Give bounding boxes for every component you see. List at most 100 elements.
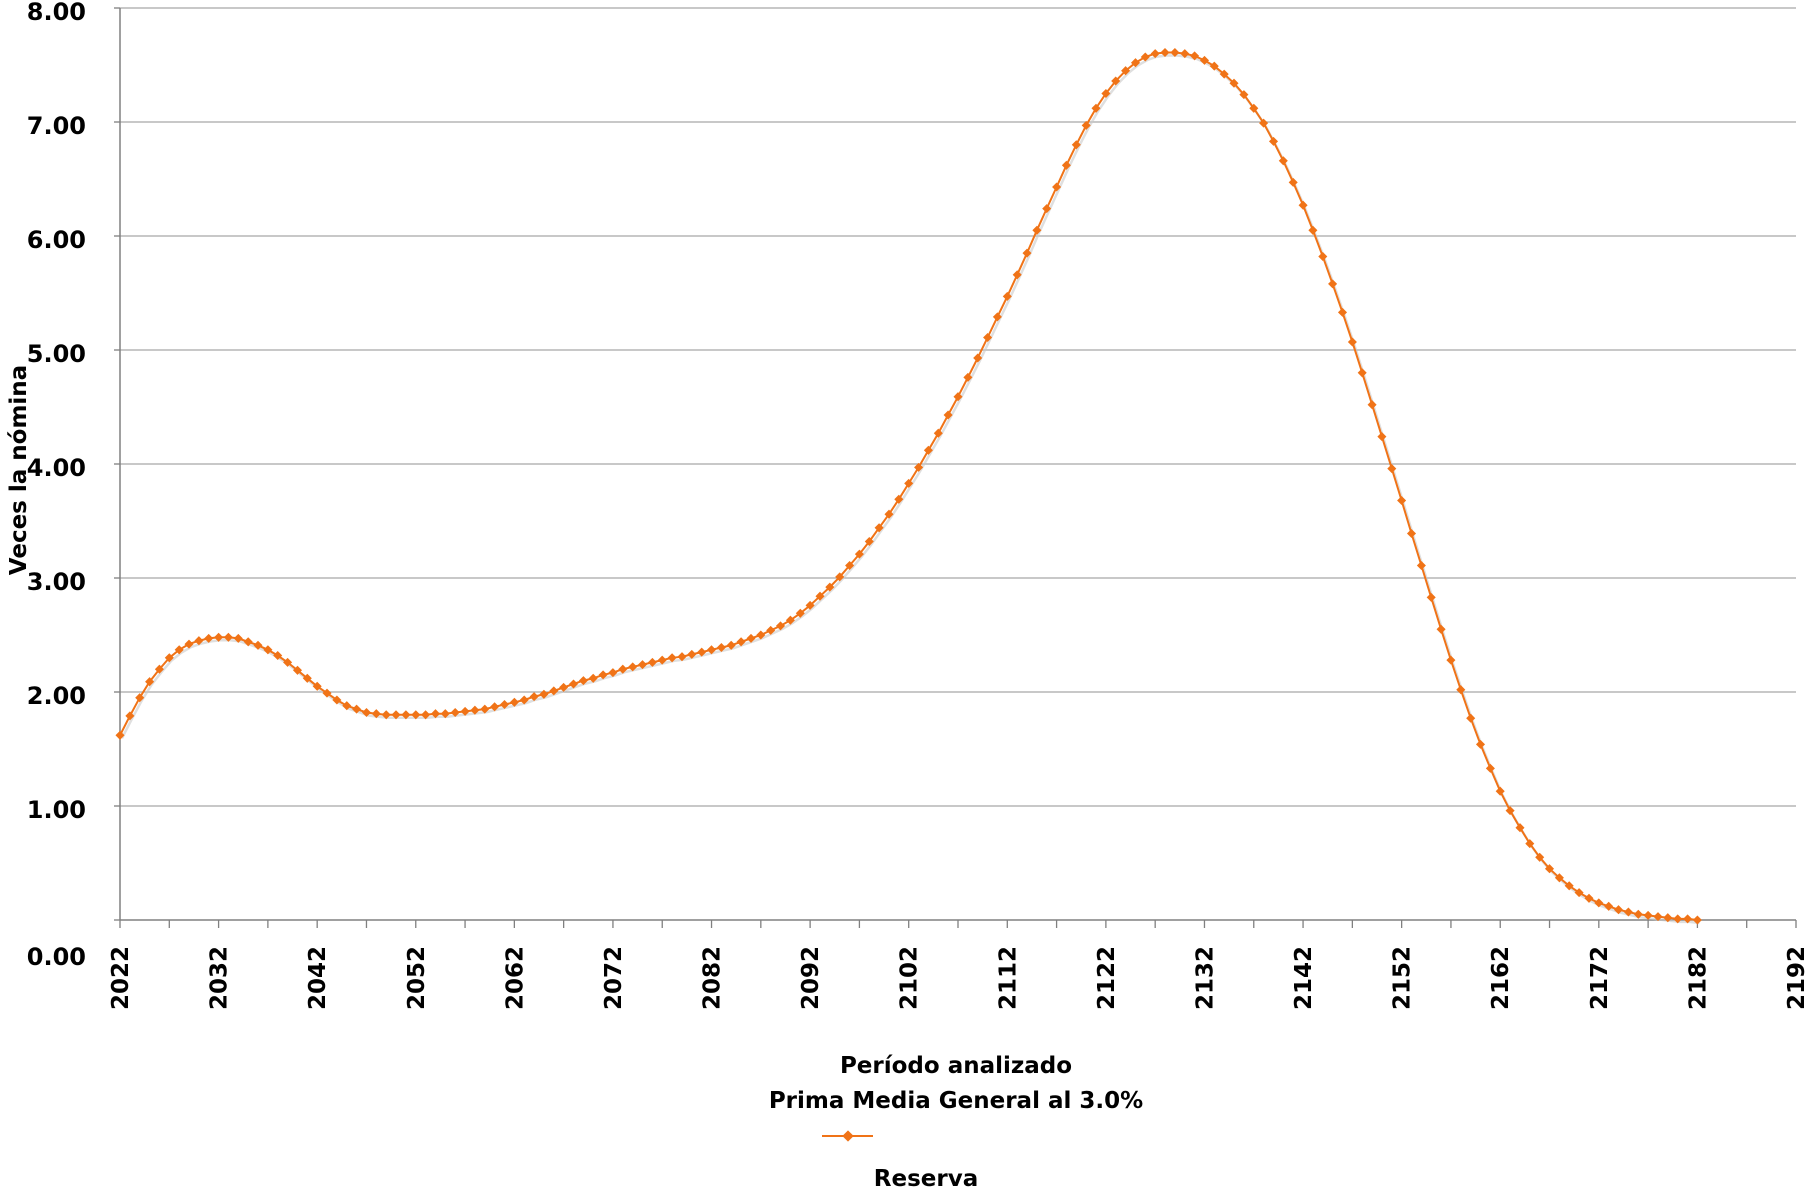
data-point-141 [1505,806,1515,816]
y-tick-label-2: 2.00 [27,682,86,710]
data-point-124 [1337,307,1348,317]
x-tick-label-7: 2092 [798,946,824,1010]
data-point-156 [1653,912,1663,922]
data-point-137 [1466,713,1476,723]
data-point-96 [1061,160,1071,170]
data-point-128 [1377,432,1387,442]
y-tick-label-8: 8.00 [27,0,86,26]
data-point-93 [1032,225,1042,235]
data-point-116 [1259,118,1269,128]
data-point-136 [1456,685,1466,695]
y-axis-title: Veces la nómina [6,365,32,575]
y-tick-label-7: 7.00 [27,112,86,140]
data-point-140 [1495,786,1505,796]
data-point-125 [1347,337,1357,347]
data-point-143 [1525,839,1535,849]
data-point-122 [1318,251,1328,262]
data-point-150 [1594,898,1604,908]
data-point-94 [1042,204,1052,214]
data-point-130 [1397,495,1407,506]
x-axis: 2022 2032 2042 2052 2062 2072 2082 2092 2102 2112… [108,919,1810,1010]
data-point-158 [1673,914,1683,924]
data-point-103 [1130,58,1141,68]
data-point-131 [1406,528,1417,539]
series-reserva [115,47,1702,925]
x-tick-label-9: 2112 [995,946,1021,1010]
y-tick-label-0: 0.00 [27,943,86,971]
data-point-133 [1426,592,1436,602]
data-point-147 [1564,881,1574,891]
data-point-114 [1239,90,1249,100]
data-point-121 [1308,225,1318,235]
data-point-112 [1219,69,1229,79]
x-tick-label-3: 2052 [404,946,430,1010]
data-point-159 [1683,914,1693,924]
y-tick-label-6: 6.00 [27,226,86,254]
data-point-145 [1544,864,1555,874]
y-axis: 0.00 1.00 2.00 3.00 4.00 5.00 6.00 7.00 8.00 [27,0,121,971]
x-tick-label-8: 2102 [897,946,923,1010]
data-point-149 [1584,893,1594,903]
data-point-102 [1121,66,1131,76]
data-point-153 [1623,907,1633,917]
x-tick-label-16: 2182 [1685,946,1711,1010]
data-point-95 [1052,182,1062,192]
data-point-132 [1416,560,1426,571]
data-point-113 [1229,78,1239,88]
data-point-127 [1367,400,1377,410]
data-point-99 [1091,103,1101,113]
data-point-100 [1101,88,1111,99]
data-point-151 [1604,901,1614,911]
data-point-134 [1436,624,1446,634]
data-point-120 [1298,200,1308,210]
data-point-154 [1633,909,1643,919]
x-tick-label-14: 2162 [1488,946,1514,1010]
x-tick-label-4: 2062 [502,946,528,1010]
x-tick-label-12: 2142 [1291,946,1317,1010]
x-tick-label-15: 2172 [1587,946,1613,1010]
data-point-142 [1515,823,1525,833]
x-tick-label-10: 2122 [1094,946,1120,1010]
y-tick-label-3: 3.00 [27,568,86,596]
data-point-152 [1613,905,1624,915]
data-point-98 [1081,120,1091,130]
data-point-117 [1268,136,1279,146]
data-point-109 [1190,51,1200,61]
x-tick-label-0: 2022 [108,946,134,1010]
legend: Reserva [822,1130,978,1191]
data-point-157 [1663,913,1673,923]
data-point-115 [1249,103,1259,113]
data-point-110 [1199,55,1210,65]
x-tick-label-5: 2072 [601,946,627,1010]
chart-subtitle: Prima Media General al 3.0% [769,1088,1143,1114]
data-point-129 [1387,464,1397,474]
data-point-105 [1150,49,1160,59]
x-tick-label-1: 2032 [207,946,233,1010]
data-point-92 [1022,248,1032,258]
legend-marker-swatch [842,1130,854,1142]
x-axis-title: Período analizado [840,1053,1072,1079]
data-point-118 [1278,156,1288,166]
x-tick-label-13: 2152 [1390,946,1416,1010]
data-point-111 [1209,61,1219,71]
data-point-160 [1692,915,1702,925]
y-tick-label-5: 5.00 [27,340,86,368]
data-point-148 [1574,888,1584,898]
gridlines [120,7,1796,807]
data-point-97 [1071,140,1081,150]
data-point-101 [1111,76,1121,86]
data-point-106 [1160,47,1170,58]
data-point-119 [1288,177,1298,187]
data-point-107 [1170,47,1180,58]
data-point-155 [1643,910,1653,920]
series-line-shadow [120,54,1700,925]
data-point-123 [1328,279,1338,289]
data-point-104 [1140,52,1150,62]
x-tick-label-11: 2132 [1192,946,1218,1010]
data-point-144 [1535,852,1545,862]
y-tick-label-4: 4.00 [27,454,86,482]
x-tick-label-6: 2082 [700,946,726,1010]
legend-label: Reserva [874,1166,978,1191]
x-tick-label-2: 2042 [305,946,331,1010]
